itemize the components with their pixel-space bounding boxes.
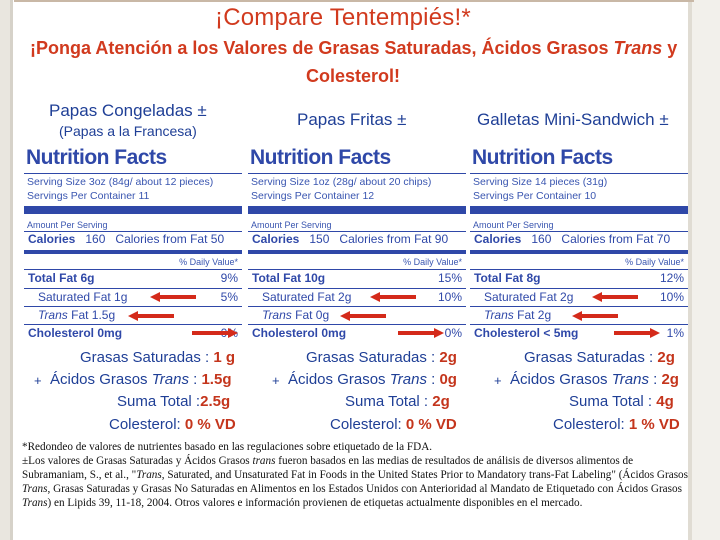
calories-row: Calories 160 Calories from Fat 50 [28, 232, 225, 246]
daily-value-header: % Daily Value* [625, 257, 684, 267]
arrow-left-icon [370, 292, 416, 302]
total-fat-row: Total Fat 6g 9% [28, 271, 238, 285]
trans-fat-row: Trans Fat 0g [262, 308, 330, 322]
total-fat-row: Total Fat 8g 12% [474, 271, 684, 285]
saturated-fat-row: Saturated Fat 1g 5% [38, 290, 238, 304]
arrow-left-icon [150, 292, 196, 302]
nutrition-label-1: Nutrition Facts Serving Size 3oz (84g/ a… [24, 146, 242, 343]
sum-2-cholesterol: Colesterol: 0 % VD [330, 416, 457, 433]
nutrition-facts-heading: Nutrition Facts [472, 146, 613, 169]
sum-1-trans: Ácidos Grasos Trans : 1.5g [50, 371, 232, 388]
slide-frame-left-edge [10, 0, 13, 540]
sum-2-total: Suma Total : 2g [345, 393, 450, 410]
sum-1-cholesterol: Colesterol: 0 % VD [109, 416, 236, 433]
sum-3-cholesterol: Colesterol: 1 % VD [553, 416, 680, 433]
product-name-3: Galletas Mini-Sandwich ± [477, 110, 669, 129]
daily-value-header: % Daily Value* [179, 257, 238, 267]
slide-frame-left [0, 0, 10, 540]
saturated-fat-row: Saturated Fat 2g 10% [262, 290, 462, 304]
nutrition-facts-heading: Nutrition Facts [26, 146, 167, 169]
saturated-fat-row: Saturated Fat 2g 10% [484, 290, 684, 304]
plus-sign: + [272, 373, 280, 388]
nutrition-facts-heading: Nutrition Facts [250, 146, 391, 169]
calories-row: Calories 150 Calories from Fat 90 [252, 232, 449, 246]
serving-size: Serving Size 1oz (28g/ about 20 chips) [251, 176, 432, 188]
product-sub-1: (Papas a la Francesa) [59, 123, 197, 139]
arrow-left-icon [572, 311, 618, 321]
slide-frame-right [692, 0, 720, 540]
top-rule [14, 0, 694, 2]
amount-per-serving: Amount Per Serving [251, 220, 332, 230]
servings-per-container: Servings Per Container 11 [27, 190, 150, 202]
arrow-right-icon [398, 328, 444, 338]
sum-3-total: Suma Total : 4g [569, 393, 674, 410]
footnote: *Redondeo de valores de nutrientes basad… [22, 440, 690, 510]
footnote-line-1: *Redondeo de valores de nutrientes basad… [22, 441, 433, 453]
sum-2-trans: Ácidos Grasos Trans : 0g [288, 371, 457, 388]
sum-1-saturated: Grasas Saturadas : 1 g [80, 349, 236, 366]
nutrition-label-3: Nutrition Facts Serving Size 14 pieces (… [470, 146, 688, 343]
total-fat-row: Total Fat 10g 15% [252, 271, 462, 285]
serving-size: Serving Size 3oz (84g/ about 12 pieces) [27, 176, 214, 188]
arrow-left-icon [592, 292, 638, 302]
slide-frame-right-edge [688, 0, 692, 540]
sum-3-saturated: Grasas Saturadas : 2g [524, 349, 675, 366]
page-title: ¡Compare Tentempiés!* [215, 4, 471, 31]
calories-row: Calories 160 Calories from Fat 70 [474, 232, 671, 246]
servings-per-container: Servings Per Container 12 [251, 190, 375, 202]
arrow-right-icon [192, 328, 238, 338]
nutrition-label-2: Nutrition Facts Serving Size 1oz (28g/ a… [248, 146, 466, 343]
product-name-2: Papas Fritas ± [297, 110, 407, 129]
cholesterol-row: Cholesterol < 5mg 1% [474, 326, 684, 340]
arrow-right-icon [614, 328, 660, 338]
sum-1-total: Suma Total :2.5g [117, 393, 231, 410]
plus-sign: + [494, 373, 502, 388]
subtitle-line-2: Colesterol! [306, 66, 401, 86]
arrow-left-icon [340, 311, 386, 321]
sum-2-saturated: Grasas Saturadas : 2g [306, 349, 457, 366]
daily-value-header: % Daily Value* [403, 257, 462, 267]
subtitle-line-1: ¡Ponga Atención a los Valores de Grasas … [30, 38, 678, 58]
trans-fat-row: Trans Fat 2g [484, 308, 552, 322]
sum-3-trans: Ácidos Grasos Trans : 2g [510, 371, 679, 388]
amount-per-serving: Amount Per Serving [27, 220, 108, 230]
product-name-1: Papas Congeladas ± [49, 101, 207, 120]
trans-fat-row: Trans Fat 1.5g [38, 308, 116, 322]
plus-sign: + [34, 373, 42, 388]
amount-per-serving: Amount Per Serving [473, 220, 554, 230]
footnote-paragraph-2: ±Los valores de Grasas Saturadas y Ácido… [22, 455, 688, 509]
arrow-left-icon [128, 311, 174, 321]
servings-per-container: Servings Per Container 10 [473, 190, 597, 202]
serving-size: Serving Size 14 pieces (31g) [473, 176, 608, 188]
